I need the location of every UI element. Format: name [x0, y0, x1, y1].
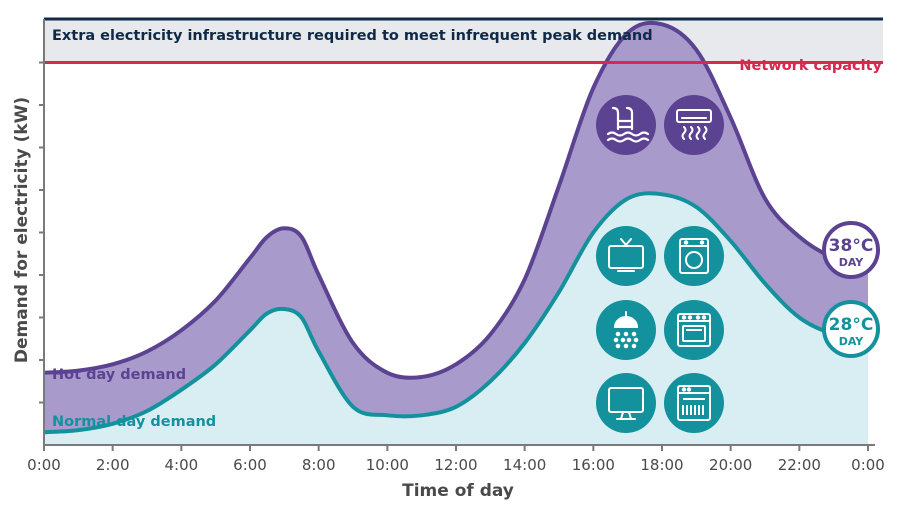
x-tick-label: 14:00 [503, 456, 546, 474]
hot-day-badge: 38°C DAY [822, 221, 880, 279]
computer-monitor-icon [596, 373, 656, 433]
x-tick-label: 22:00 [778, 456, 821, 474]
extra-infrastructure-band [44, 19, 883, 63]
x-tick-label: 8:00 [302, 456, 336, 474]
x-axis-label: Time of day [402, 481, 514, 501]
hot-day-badge-temp: 38°C [829, 236, 874, 256]
network-capacity-label: Network capacity [739, 58, 882, 74]
normal-day-label: Normal day demand [52, 414, 216, 430]
x-tick-label: 18:00 [640, 456, 683, 474]
normal-day-badge-day: DAY [839, 335, 865, 348]
x-tick-label: 16:00 [572, 456, 615, 474]
hot-day-label: Hot day demand [52, 367, 186, 383]
shower-icon [596, 300, 656, 360]
x-tick-label: 12:00 [434, 456, 477, 474]
x-tick-label: 0:00 [851, 456, 885, 474]
normal-day-badge-temp: 28°C [829, 315, 874, 335]
television-icon [596, 226, 656, 286]
normal-day-area [44, 193, 868, 445]
normal-day-badge: 28°C DAY [822, 300, 880, 358]
dishwasher-icon [664, 373, 724, 433]
normal-day-line [43, 191, 869, 435]
swimming-pool-icon [596, 95, 656, 155]
x-tick-label: 0:00 [27, 456, 61, 474]
hot-day-line [43, 20, 869, 380]
x-tick-label: 20:00 [709, 456, 752, 474]
y-axis-label: Demand for electricity (kW) [12, 97, 32, 363]
top-band-text: Extra electricity infrastructure require… [52, 28, 653, 44]
oven-icon [664, 300, 724, 360]
hot-day-badge-day: DAY [839, 256, 865, 269]
x-tick-label: 2:00 [96, 456, 130, 474]
x-tick-label: 6:00 [233, 456, 267, 474]
x-tick-label: 10:00 [366, 456, 409, 474]
air-conditioner-icon [664, 95, 724, 155]
x-tick-label: 4:00 [164, 456, 198, 474]
washing-machine-icon [664, 226, 724, 286]
